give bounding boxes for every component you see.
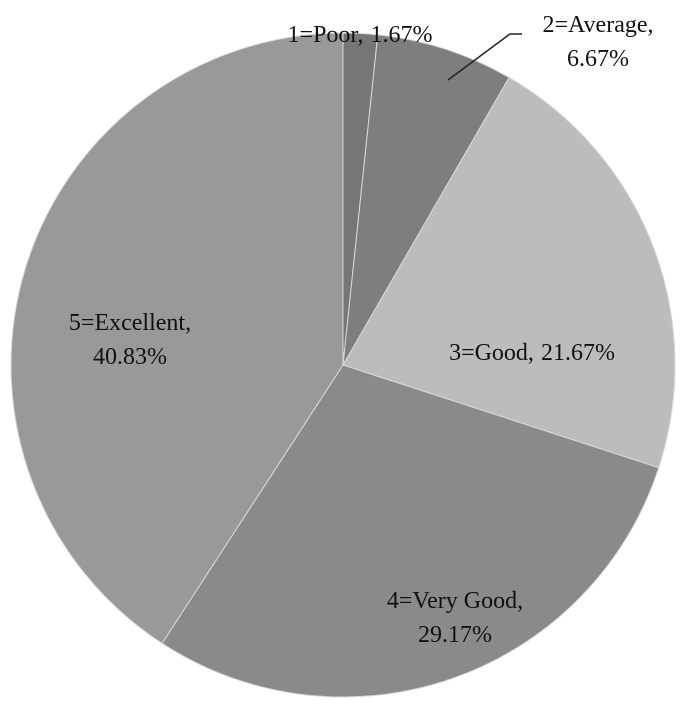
slice-value: 1.67% [370, 22, 432, 48]
slice-category: 3=Good, [449, 340, 534, 366]
slice-value: 21.67% [541, 340, 615, 366]
slice-label: 4=Very Good, 29.17% [387, 588, 523, 648]
slice-category: 5=Excellent, [69, 310, 191, 336]
leader-line [447, 33, 522, 81]
slice-category: 1=Poor, [288, 22, 364, 48]
pie-slice [161, 364, 660, 698]
slice-value: 40.83% [93, 344, 167, 370]
slice-label: 3=Good, 21.67% [449, 340, 615, 366]
slice-category: 4=Very Good, [387, 588, 523, 614]
slice-value: 29.17% [418, 622, 492, 648]
slice-value: 6.67% [567, 46, 629, 72]
pie-slice [342, 76, 676, 469]
slice-label: 2=Average, 6.67% [542, 12, 653, 72]
pie-slice [342, 34, 510, 366]
slice-label: 5=Excellent, 40.83% [69, 310, 191, 370]
slice-label: 1=Poor, 1.67% [288, 22, 433, 48]
pie-slice [10, 32, 344, 645]
slice-category: 2=Average, [542, 12, 653, 38]
